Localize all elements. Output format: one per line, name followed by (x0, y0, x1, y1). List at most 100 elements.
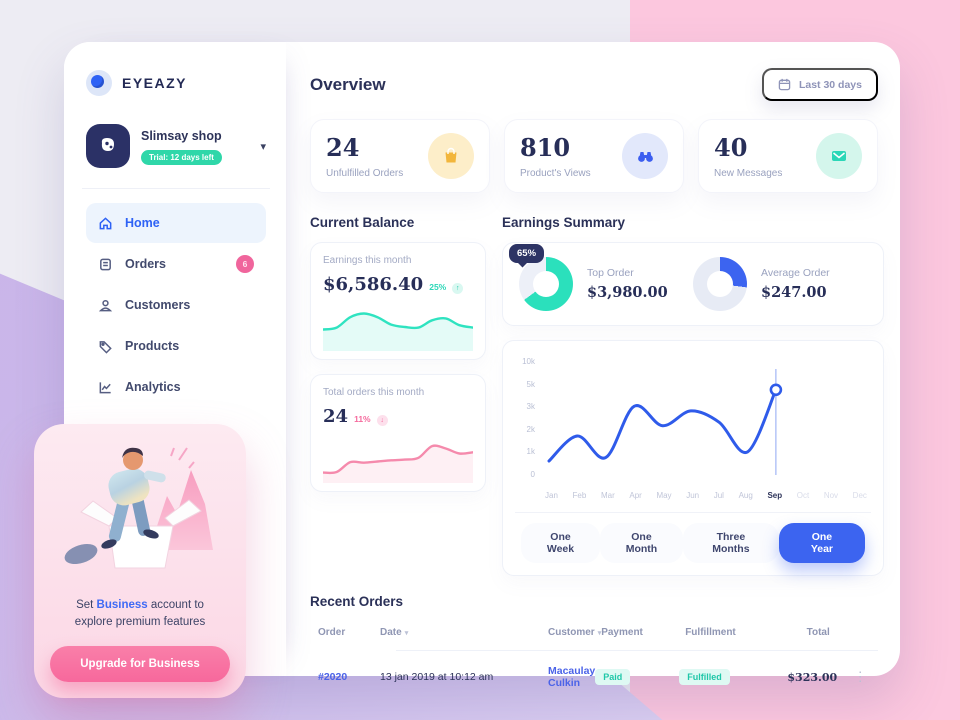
calendar-icon (778, 78, 791, 91)
page-title: Overview (310, 74, 386, 94)
sort-caret-icon: ▾ (404, 630, 409, 637)
average-order-block: Average Order $247.00 (693, 257, 867, 311)
sidebar-nav: Home Orders 6 Customers Products (86, 203, 266, 407)
earnings-summary-title: Earnings Summary (502, 215, 626, 230)
customer-link[interactable]: Macaulay Culkin (548, 665, 596, 689)
current-balance-title: Current Balance (310, 215, 415, 230)
current-balance-column: Earnings this month $6,586.40 25% ↑ Tota… (310, 242, 486, 576)
column-order: Order (318, 627, 346, 638)
earnings-label: Earnings this month (323, 255, 412, 266)
products-icon (99, 340, 112, 354)
eye-logo-icon (86, 70, 112, 96)
sidebar-item-label: Orders (125, 257, 166, 271)
column-fulfillment: Fulfillment (685, 627, 736, 638)
earnings-summary-card: 65% Top Order $3,980.00 Average Order $2… (502, 242, 884, 326)
donut-tooltip: 65% (509, 244, 545, 263)
analytics-icon (99, 381, 111, 393)
earnings-line-chart-card: 10k 5k 3k 2k 1k 0 Jan Feb Mar Apr M (502, 340, 884, 576)
top-order-label: Top Order (587, 267, 634, 279)
sidebar-item-analytics[interactable]: Analytics (86, 367, 266, 407)
shop-name: Slimsay shop (141, 129, 222, 143)
earnings-line-chart[interactable] (541, 355, 871, 487)
top-order-value: $3,980.00 (587, 284, 668, 301)
main-content: Overview Last 30 days 24 Unfulfilled Ord… (286, 42, 900, 689)
range-one-month-button[interactable]: One Month (599, 523, 683, 563)
column-date[interactable]: Date ▾ (380, 627, 409, 638)
recent-orders-table: Order Date ▾ Customer ▾ Payment Fulfillmen… (310, 621, 878, 705)
orders-count-badge: 6 (236, 255, 254, 273)
x-axis: Jan Feb Mar Apr May Jun Jul Aug Sep Oct Nov … (545, 491, 867, 500)
envelope-icon (816, 133, 862, 179)
stat-value: 810 (520, 133, 571, 162)
date-range-label: Last 30 days (798, 78, 862, 91)
stats-row: 24 Unfulfilled Orders 810 Product's View… (310, 119, 878, 193)
column-customer[interactable]: Customer ▾ (548, 627, 602, 638)
average-order-value: $247.00 (761, 284, 827, 301)
date-range-button[interactable]: Last 30 days (761, 68, 878, 101)
range-one-year-button[interactable]: One Year (778, 523, 865, 563)
stat-card-unfulfilled-orders[interactable]: 24 Unfulfilled Orders (310, 119, 490, 193)
sidebar-item-label: Analytics (125, 380, 181, 394)
average-order-label: Average Order (761, 267, 830, 279)
column-payment: Payment (601, 627, 643, 638)
customers-icon (98, 299, 113, 311)
table-header-row: Order Date ▾ Customer ▾ Payment Fulfillmen… (310, 621, 878, 644)
sidebar-item-label: Products (125, 339, 180, 353)
upgrade-promo-card: Set Business account to explore premium … (34, 424, 246, 698)
binoculars-icon (622, 133, 668, 179)
stat-value: 24 (326, 133, 360, 162)
range-one-week-button[interactable]: One Week (521, 523, 600, 563)
promo-text: Set Business account to explore premium … (74, 599, 206, 629)
stat-label: New Messages (714, 168, 783, 179)
range-three-months-button[interactable]: Three Months (682, 523, 779, 563)
average-order-donut-chart (693, 257, 747, 311)
fulfillment-status-badge: Fulfilled (679, 669, 730, 685)
business-highlight: Business (96, 599, 148, 611)
column-total: Total (806, 627, 830, 638)
sidebar-item-orders[interactable]: Orders 6 (86, 244, 266, 284)
orders-value: 24 (323, 406, 349, 427)
recent-orders-title: Recent Orders (310, 594, 404, 609)
stat-label: Unfulfilled Orders (326, 168, 404, 179)
sidebar-item-home[interactable]: Home (86, 203, 266, 243)
sidebar-item-customers[interactable]: Customers (86, 285, 266, 325)
brand-name: EYEAZY (122, 75, 188, 91)
orders-label: Total orders this month (323, 387, 425, 398)
stat-card-product-views[interactable]: 810 Product's Views (504, 119, 684, 193)
top-order-block: 65% Top Order $3,980.00 (509, 244, 693, 311)
table-divider (396, 650, 878, 651)
shop-avatar (86, 124, 130, 168)
stat-label: Product's Views (520, 168, 591, 179)
total-orders-card[interactable]: Total orders this month 24 11% ↓ (310, 374, 486, 492)
shopping-bag-icon (428, 133, 474, 179)
sidebar-item-products[interactable]: Products (86, 326, 266, 366)
sidebar-divider (82, 188, 270, 189)
orders-icon (100, 258, 111, 270)
sidebar-item-label: Customers (125, 298, 191, 312)
trial-badge: Trial: 12 days left (141, 150, 222, 165)
orders-delta: 11% (354, 414, 371, 424)
brand-logo: EYEAZY (86, 70, 266, 96)
row-actions-kebab-icon[interactable]: ⋮ (853, 669, 867, 684)
sidebar-item-label: Home (125, 216, 160, 230)
shop-switcher[interactable]: Slimsay shop Trial: 12 days left ▾ (86, 124, 266, 168)
earnings-delta: 25% (429, 282, 447, 292)
upgrade-button[interactable]: Upgrade for Business (50, 645, 230, 682)
top-order-donut-chart: 65% (509, 244, 573, 311)
earnings-month-card[interactable]: Earnings this month $6,586.40 25% ↑ (310, 242, 486, 360)
earnings-summary-column: 65% Top Order $3,980.00 Average Order $2… (502, 242, 884, 576)
order-id-link[interactable]: #2020 (318, 671, 348, 683)
trend-up-icon: ↑ (452, 283, 464, 294)
table-row[interactable]: #2020 13 jan 2019 at 10:12 am Macaulay C… (310, 651, 878, 705)
dashboard-window: EYEAZY Slimsay shop Trial: 12 days left … (64, 42, 900, 689)
home-icon (99, 216, 112, 229)
payment-status-badge: Paid (595, 669, 631, 685)
order-date: 13 jan 2019 at 10:12 am (380, 671, 494, 683)
stat-card-new-messages[interactable]: 40 New Messages (698, 119, 878, 193)
chevron-down-icon[interactable]: ▾ (260, 140, 266, 153)
y-axis: 10k 5k 3k 2k 1k 0 (522, 357, 535, 479)
order-total: $323.00 (787, 670, 838, 684)
orders-sparkline-chart (323, 444, 473, 483)
range-buttons: One Week One Month Three Months One Year (515, 512, 871, 565)
trend-down-icon: ↓ (376, 415, 388, 426)
